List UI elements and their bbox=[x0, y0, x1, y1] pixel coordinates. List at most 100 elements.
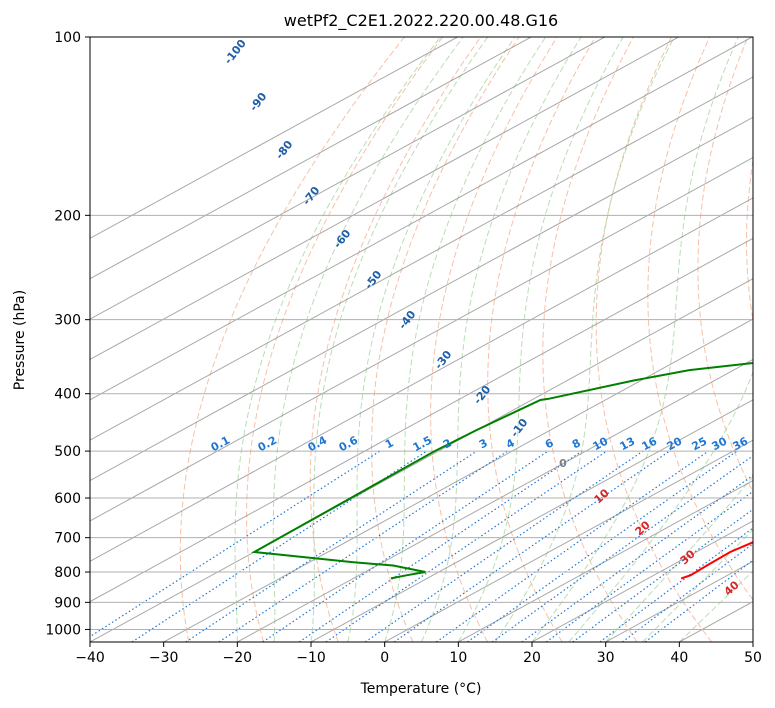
isotherm-line bbox=[163, 318, 753, 642]
x-axis-label: Temperature (°C) bbox=[360, 681, 482, 697]
y-tick-label: 700 bbox=[54, 531, 81, 547]
isotherm-line bbox=[531, 520, 753, 642]
isotherm-line bbox=[90, 76, 753, 441]
dry-adiabat-line bbox=[745, 157, 753, 324]
dry-adiabat-line bbox=[542, 37, 638, 642]
moist-adiabat-line bbox=[605, 475, 753, 642]
dry-adiabat-label: -20 bbox=[471, 383, 494, 407]
mixing-ratio-label: 30 bbox=[710, 434, 730, 453]
dry-adiabat-label: 0 bbox=[559, 457, 567, 470]
isotherm-label: 20 bbox=[633, 518, 653, 538]
mixing-ratio-label: 8 bbox=[570, 436, 583, 451]
y-tick-label: 800 bbox=[54, 565, 81, 581]
dry-adiabat-line bbox=[246, 37, 443, 642]
mixing-ratio-line bbox=[218, 450, 508, 642]
moist-adiabat-line bbox=[494, 37, 675, 642]
moist-adiabat-line bbox=[568, 370, 753, 642]
dry-adiabat-label: -50 bbox=[362, 268, 385, 292]
dry-adiabat-label: -90 bbox=[247, 90, 270, 114]
x-tick-label: −40 bbox=[75, 650, 105, 666]
isotherm-line bbox=[90, 37, 458, 239]
moist-adiabat-line bbox=[678, 570, 753, 642]
mixing-ratio-label: 10 bbox=[591, 434, 611, 453]
mixing-ratio-label: 16 bbox=[640, 434, 660, 453]
mixing-ratio-label: 1 bbox=[383, 436, 396, 451]
dry-adiabat-label: -70 bbox=[300, 184, 323, 208]
mixing-ratio-line bbox=[364, 450, 644, 642]
mixing-ratio-label: 13 bbox=[618, 435, 638, 454]
mixing-ratio-line bbox=[325, 450, 608, 642]
dry-adiabat-label: -10 bbox=[508, 416, 531, 440]
mixing-ratio-label: 36 bbox=[731, 434, 751, 453]
isotherm-line bbox=[90, 37, 606, 320]
moist-adiabat-line bbox=[234, 37, 441, 642]
mixing-ratio-line bbox=[622, 543, 753, 642]
isotherm-label: 10 bbox=[592, 486, 612, 506]
y-tick-label: 900 bbox=[54, 595, 81, 611]
x-tick-label: 50 bbox=[744, 650, 762, 666]
isotherm-line bbox=[237, 358, 753, 642]
dry-adiabat-line bbox=[595, 37, 713, 642]
mixing-ratio-line bbox=[393, 450, 670, 642]
dry-adiabat-label: -60 bbox=[331, 227, 354, 251]
x-tick-label: −10 bbox=[296, 650, 326, 666]
dry-adiabat-label: -80 bbox=[273, 138, 296, 162]
isotherm-line bbox=[90, 197, 753, 562]
y-tick-label: 300 bbox=[54, 313, 81, 329]
dry-adiabat-label: -30 bbox=[432, 348, 455, 372]
y-tick-label: 600 bbox=[54, 491, 81, 507]
background-lines bbox=[90, 37, 753, 642]
x-tick-label: −20 bbox=[223, 650, 253, 666]
moist-adiabat-line bbox=[272, 37, 464, 642]
pressure-gridlines bbox=[90, 37, 753, 630]
mixing-ratio-label: 25 bbox=[690, 435, 710, 454]
mixing-ratio-line bbox=[185, 450, 478, 642]
dry-adiabat-line bbox=[430, 37, 558, 642]
dry-adiabat-line bbox=[487, 37, 596, 642]
x-tick-label: −30 bbox=[149, 650, 179, 666]
isotherm-line bbox=[90, 116, 753, 482]
x-tick-label: 10 bbox=[449, 650, 467, 666]
isotherm-label: 30 bbox=[678, 547, 698, 567]
isotherm-line bbox=[90, 37, 679, 361]
mixing-ratio-label: 20 bbox=[665, 434, 685, 453]
y-tick-label: 200 bbox=[54, 208, 81, 224]
dewpoint-profile-line bbox=[251, 361, 753, 580]
x-tick-label: 20 bbox=[523, 650, 541, 666]
plot-frame bbox=[89, 36, 754, 643]
mixing-ratio-line bbox=[491, 455, 753, 642]
isotherm-line bbox=[679, 601, 753, 642]
mixing-ratio-line bbox=[545, 490, 753, 642]
isotherm-line bbox=[752, 641, 753, 642]
dry-adiabat-line bbox=[697, 37, 753, 494]
y-axis-label: Pressure (hPa) bbox=[12, 290, 28, 390]
moist-adiabat-line bbox=[347, 37, 516, 642]
mixing-ratio-line bbox=[298, 450, 583, 642]
x-tick-label: 0 bbox=[380, 650, 389, 666]
mixing-ratio-line bbox=[599, 527, 753, 642]
moist-adiabat-line bbox=[457, 37, 624, 642]
moist-adiabat-line bbox=[642, 528, 753, 642]
y-tick-label: 500 bbox=[54, 444, 81, 460]
y-axis-ticks: 100 200 300 400 500 600 700 800 900 1000 bbox=[45, 30, 90, 638]
mixing-ratio-line bbox=[644, 559, 753, 642]
profile-lines bbox=[251, 361, 753, 580]
mixing-ratio-label: 3 bbox=[477, 436, 490, 451]
y-tick-label: 100 bbox=[54, 30, 81, 46]
dry-adiabat-line bbox=[179, 37, 405, 642]
isotherm-line bbox=[310, 399, 753, 642]
x-tick-label: 40 bbox=[670, 650, 688, 666]
y-tick-label: 1000 bbox=[45, 622, 81, 638]
x-tick-label: 30 bbox=[597, 650, 615, 666]
isotherm-line bbox=[90, 237, 753, 603]
moist-adiabat-line bbox=[421, 37, 582, 642]
y-tick-label: 400 bbox=[54, 387, 81, 403]
isotherm-line bbox=[90, 157, 753, 522]
dry-adiabat-line bbox=[647, 37, 753, 601]
mixing-ratio-line bbox=[521, 474, 753, 642]
mixing-ratio-line bbox=[436, 450, 709, 642]
line-labels: 0.1 0.2 0.4 0.6 1 1.5 2 3 4 6 8 10 13 16 20 25 30 360-10-… bbox=[209, 37, 751, 599]
moist-adiabat-line bbox=[310, 37, 489, 642]
x-axis-ticks: −40 −30 −20 −10 0 10 20 30 40 50 bbox=[75, 642, 762, 666]
